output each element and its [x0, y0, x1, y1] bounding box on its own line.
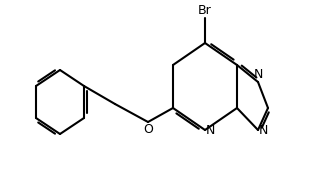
Text: O: O: [143, 123, 153, 136]
Text: N: N: [206, 124, 215, 137]
Text: N: N: [259, 124, 268, 137]
Text: N: N: [253, 68, 263, 81]
Text: Br: Br: [198, 4, 212, 17]
